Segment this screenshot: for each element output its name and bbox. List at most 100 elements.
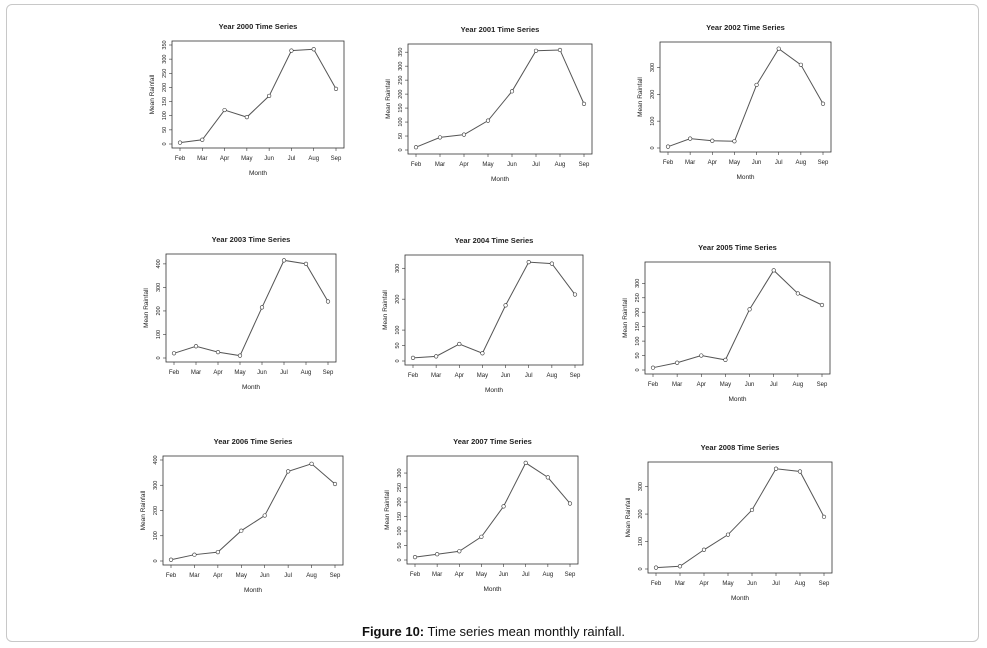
chart-7-x-tick-label: Jul [284, 573, 292, 579]
chart-2: Year 2001 Time Series Feb Mar Apr May Jun Jul A… [385, 25, 593, 183]
chart-5-y-tick-label: 100 [395, 325, 401, 334]
chart-5-data-point [457, 341, 462, 347]
chart-3-x-tick-label: Jul [775, 160, 783, 166]
chart-6-x-tick-label: Jun [745, 382, 755, 388]
chart-6-data-point [723, 357, 728, 362]
chart-5-data-point [503, 303, 508, 308]
chart-4-data-point [193, 344, 199, 349]
chart-7-data-point [286, 469, 291, 474]
chart-8-data-point [457, 549, 462, 554]
chart-1-x-tick-label: Aug [308, 156, 319, 162]
chart-6-x-tick-label: Feb [648, 382, 659, 388]
chart-8-data-point [567, 501, 573, 506]
chart-3-y-tick-label: 300 [650, 63, 656, 72]
chart-5-data-point [480, 351, 485, 356]
chart-9-plot-frame [647, 461, 833, 574]
chart-6-x-tick-label: Jul [770, 382, 778, 388]
chart-4-x-tick-label: Mar [191, 370, 201, 376]
chart-4-x-tick-label: Feb [169, 370, 180, 376]
chart-9-x-axis-label: Month [731, 595, 749, 602]
chart-5: Year 2004 Time Series Feb Mar Apr May Jun Jul A… [382, 236, 584, 394]
chart-7-x-tick-label: Sep [330, 573, 341, 579]
chart-1-y-tick-label: 0 [162, 142, 168, 145]
chart-8-x-tick-label: Sep [565, 572, 576, 578]
chart-5-data-point [434, 354, 439, 359]
chart-2-x-tick-label: Feb [411, 162, 422, 168]
chart-7-y-tick-label: 400 [153, 455, 159, 464]
chart-2-y-tick-label: 350 [398, 48, 404, 57]
chart-4-x-tick-label: Aug [301, 370, 312, 376]
chart-8-data-point [501, 504, 506, 509]
chart-2-y-tick-label: 150 [398, 103, 404, 112]
chart-9-x-tick-label: May [722, 581, 733, 587]
chart-2-x-tick-label: Mar [435, 162, 445, 168]
chart-9-data-point [701, 547, 707, 552]
chart-4-data-point [171, 351, 177, 356]
chart-5-y-axis-label: Mean Rainfall [382, 290, 389, 330]
chart-9-data-point [773, 466, 779, 471]
chart-4-x-tick-label: May [234, 370, 245, 376]
chart-5-x-tick-label: Sep [570, 373, 581, 379]
chart-6-data-point [747, 307, 752, 312]
chart-1-y-axis-label: Mean Rainfall [149, 74, 156, 114]
chart-1-data-point [333, 86, 339, 91]
chart-1-data-point [200, 137, 205, 142]
chart-4-y-tick-label: 400 [156, 259, 162, 268]
chart-7-y-tick-label: 200 [153, 506, 159, 515]
chart-7-y-tick-label: 100 [153, 531, 159, 540]
chart-3-data-point [754, 82, 759, 88]
chart-8-y-tick-label: 150 [397, 512, 403, 521]
chart-9-x-tick-label: Apr [699, 581, 708, 587]
chart-5-data-point [572, 292, 578, 297]
chart-7-x-tick-label: Feb [166, 573, 177, 579]
chart-8-x-tick-label: Jun [499, 572, 509, 578]
chart-6-data-point [795, 291, 800, 296]
chart-grid: Year 2000 Time Series Feb Mar Apr May Jun Jul A… [140, 22, 833, 602]
chart-1-title: Year 2000 Time Series [219, 22, 298, 31]
chart-5-x-tick-label: May [477, 373, 488, 379]
chart-4-data-point [325, 299, 331, 304]
chart-2-data-point [557, 47, 563, 53]
chart-6-x-tick-label: Mar [672, 382, 682, 388]
chart-7-series-line [170, 463, 336, 561]
chart-5-y-tick-label: 200 [395, 295, 401, 304]
chart-4-data-point [215, 350, 221, 355]
chart-9-y-tick-label: 300 [638, 482, 644, 491]
chart-7: Year 2006 Time Series Feb Mar Apr May Jun Jul A… [140, 437, 344, 594]
chart-3-data-point [820, 101, 826, 106]
chart-6-data-point [771, 268, 776, 273]
chart-2-title: Year 2001 Time Series [461, 25, 540, 34]
chart-6-y-tick-label: 100 [635, 337, 641, 346]
chart-9-x-tick-label: Mar [675, 581, 685, 587]
chart-2-x-tick-label: Apr [459, 162, 468, 168]
chart-4-data-point [281, 258, 287, 263]
chart-2-x-tick-label: May [482, 162, 493, 168]
chart-5-data-point [526, 259, 531, 265]
chart-3-x-tick-label: Sep [818, 160, 829, 166]
chart-5-x-tick-label: Mar [431, 373, 441, 379]
chart-5-series-line [412, 261, 576, 359]
chart-4-y-tick-label: 200 [156, 306, 162, 315]
chart-6-y-tick-label: 200 [635, 308, 641, 317]
chart-6-data-point [675, 360, 680, 365]
chart-5-y-tick-label: 300 [395, 264, 401, 273]
chart-4-x-tick-label: Sep [323, 370, 334, 376]
figure-caption-text: Time series mean monthly rainfall. [427, 624, 625, 639]
chart-8-x-tick-label: Feb [410, 572, 421, 578]
chart-4-y-tick-label: 0 [156, 356, 162, 359]
chart-1-x-tick-label: May [241, 156, 252, 162]
chart-1-y-tick-label: 100 [162, 111, 168, 120]
chart-2-data-point [581, 101, 587, 106]
chart-7-x-tick-label: Mar [189, 573, 199, 579]
chart-5-x-tick-label: Jul [525, 373, 533, 379]
chart-9-series-line [655, 468, 825, 569]
chart-2-y-tick-label: 100 [398, 117, 404, 126]
chart-5-x-tick-label: Aug [547, 373, 558, 379]
chart-9-x-tick-label: Feb [651, 581, 662, 587]
chart-1-x-axis-label: Month [249, 170, 267, 177]
chart-9-data-point [797, 469, 803, 474]
chart-7-data-point [192, 552, 197, 557]
chart-3-title: Year 2002 Time Series [706, 23, 785, 32]
chart-9-data-point [749, 507, 755, 513]
chart-1-y-tick-label: 150 [162, 97, 168, 106]
